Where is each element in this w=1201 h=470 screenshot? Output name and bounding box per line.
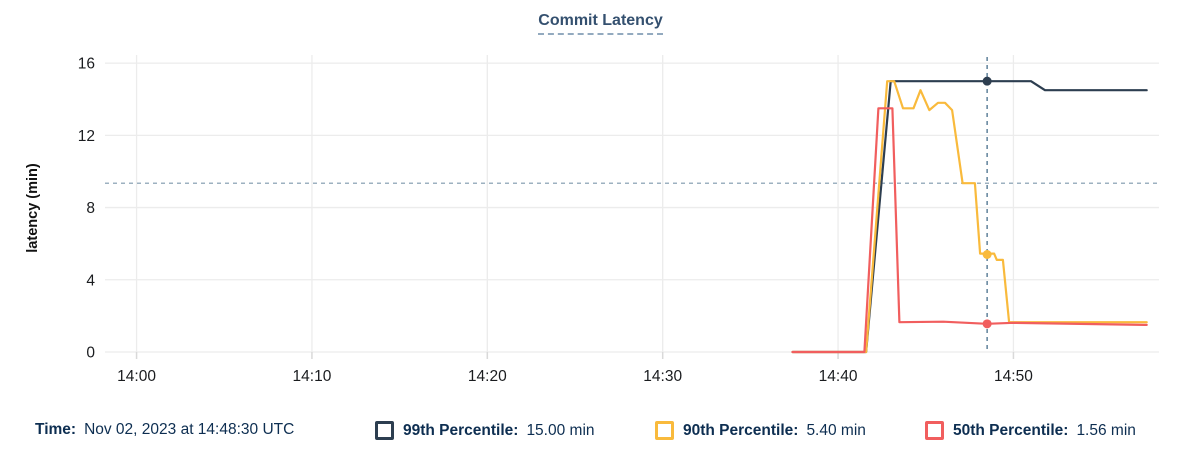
y-tick-label: 4 [86,272,95,289]
legend-value: 5.40 min [806,421,866,439]
legend-item-50th-percentile[interactable]: 50th Percentile: 1.56 min [925,421,1136,440]
h-gridlines [105,62,1159,353]
legend-label: 90th Percentile: [683,421,799,439]
legend-value: 15.00 min [526,421,595,439]
legend-item-90th-percentile[interactable]: 90th Percentile: 5.40 min [655,421,866,440]
latency-chart[interactable]: 14:00 14:10 14:20 14:30 14:40 14:50 0 4 8 12 16 [0,45,1201,395]
x-tick-marks [135,352,1015,359]
x-axis-labels: 14:00 14:10 14:20 14:30 14:40 14:50 [117,368,1033,385]
chart-legend: Time: Nov 02, 2023 at 14:48:30 UTC 99th … [0,418,1201,452]
x-tick-label: 14:30 [643,368,682,385]
cursor-dot-90th-percentile[interactable] [982,250,992,260]
y-tick-label: 12 [78,128,95,145]
chart-header: Commit Latency [0,12,1201,35]
x-tick-label: 14:10 [293,368,332,385]
y-axis-label: latency (min) [25,163,41,253]
legend-swatch-99th-icon [375,421,394,440]
x-tick-label: 14:20 [468,368,507,385]
legend-swatch-50th-icon [925,421,944,440]
time-label: Time: [35,421,77,438]
x-tick-label: 14:50 [994,368,1033,385]
cursor-time-readout: Time: Nov 02, 2023 at 14:48:30 UTC [35,421,294,439]
y-tick-label: 8 [86,200,95,217]
y-tick-label: 16 [78,56,95,73]
series-line-90th-percentile[interactable] [791,80,1148,354]
series-line-99th-percentile[interactable] [791,80,1148,354]
legend-label: 99th Percentile: [403,421,519,439]
page-title[interactable]: Commit Latency [538,12,663,35]
y-tick-label: 0 [86,345,95,362]
time-value: Nov 02, 2023 at 14:48:30 UTC [84,421,295,438]
legend-item-99th-percentile[interactable]: 99th Percentile: 15.00 min [375,421,595,440]
v-gridlines [135,55,1015,352]
y-axis-labels: 0 4 8 12 16 [78,56,96,362]
x-tick-label: 14:00 [117,368,156,385]
series-line-50th-percentile[interactable] [791,107,1148,354]
cursor-dot-99th-percentile[interactable] [982,76,992,86]
legend-value: 1.56 min [1076,421,1136,439]
cursor-dot-50th-percentile[interactable] [982,319,992,329]
legend-swatch-90th-icon [655,421,674,440]
x-tick-label: 14:40 [819,368,858,385]
legend-label: 50th Percentile: [953,421,1069,439]
